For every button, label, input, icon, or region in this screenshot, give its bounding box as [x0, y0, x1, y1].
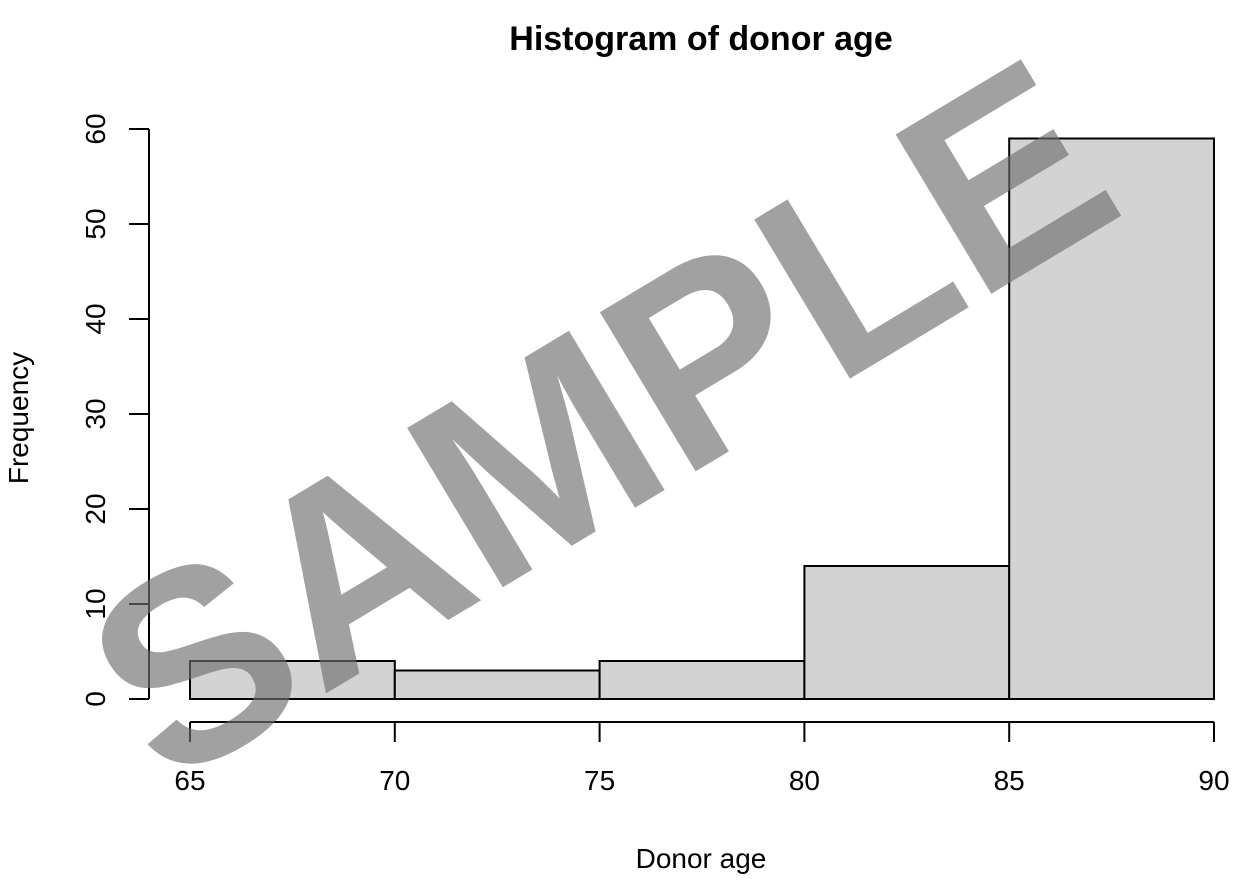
- histogram-bar-65-70: [189, 660, 396, 700]
- x-tick-label: 75: [584, 765, 615, 796]
- x-tick-label: 65: [174, 765, 205, 796]
- y-tick-label: 0: [80, 691, 111, 707]
- x-tick-label: 80: [789, 765, 820, 796]
- y-tick-label: 20: [80, 493, 111, 524]
- y-tick-label: 10: [80, 588, 111, 619]
- bars-group: [189, 137, 1216, 700]
- histogram-bar-80-85: [803, 565, 1011, 700]
- x-tick-label: 90: [1198, 765, 1229, 796]
- chart-title: Histogram of donor age: [509, 20, 892, 58]
- y-tick-label: 50: [80, 208, 111, 239]
- x-tick-label: 85: [994, 765, 1025, 796]
- y-tick-label: 30: [80, 398, 111, 429]
- y-axis: 0 10 20 30 40 50 60: [80, 113, 150, 707]
- x-axis: 65 70 75 80 85 90: [174, 721, 1230, 796]
- y-axis-label: Frequency: [3, 352, 34, 484]
- y-tick-label: 40: [80, 303, 111, 334]
- histogram-bar-85-90: [1008, 137, 1216, 700]
- x-axis-label: Donor age: [636, 843, 767, 874]
- x-tick-label: 70: [379, 765, 410, 796]
- histogram-bar-75-80: [598, 660, 806, 700]
- y-tick-label: 60: [80, 113, 111, 144]
- histogram-bar-70-75: [393, 669, 601, 700]
- sample-watermark: SAMPLE: [41, 2, 1160, 839]
